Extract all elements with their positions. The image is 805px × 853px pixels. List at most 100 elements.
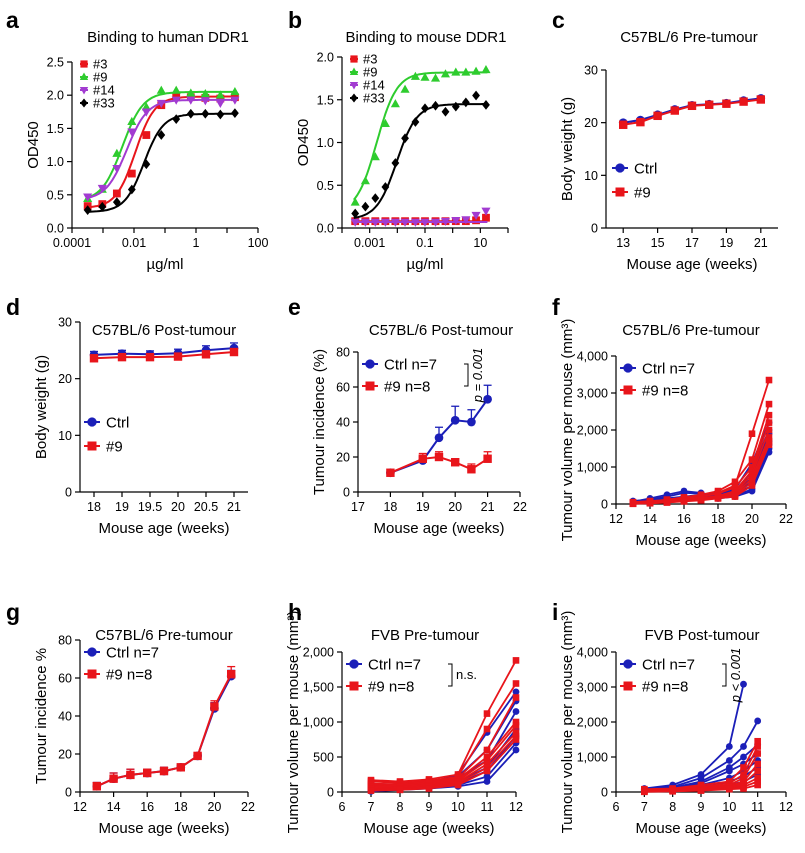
- x-tick-label: 6: [339, 800, 346, 814]
- fit-curve: [86, 112, 237, 213]
- data-point: [186, 96, 196, 105]
- y-tick-label: 0: [343, 486, 350, 500]
- data-point: [410, 71, 420, 80]
- panel-label: a: [6, 7, 19, 33]
- data-point: [117, 352, 127, 362]
- y-tick-label: 0: [601, 786, 608, 800]
- data-point: [451, 458, 460, 467]
- x-tick-label: 12: [509, 800, 523, 814]
- x-axis-label: Mouse age (weeks): [636, 532, 767, 549]
- x-tick-label: 14: [643, 512, 657, 526]
- data-point: [386, 468, 395, 477]
- x-tick-label: 0.01: [122, 236, 146, 250]
- data-point: [450, 415, 460, 425]
- data-point: [714, 495, 722, 502]
- data-point: [420, 72, 430, 81]
- data-point: [481, 207, 491, 216]
- axes: [353, 351, 521, 497]
- y-tick-label: 1,000: [577, 751, 608, 765]
- data-point: [127, 128, 137, 137]
- x-axis-label: Mouse age (weeks): [99, 520, 230, 537]
- legend-marker: [623, 363, 633, 373]
- y-tick-label: 0.5: [317, 179, 334, 193]
- data-point: [441, 106, 450, 117]
- y-tick-label: 0: [601, 498, 608, 512]
- panel-title: C57BL/6 Post-tumour: [92, 322, 236, 339]
- panel-title: FVB Post-tumour: [644, 627, 759, 644]
- data-point: [83, 193, 93, 202]
- x-tick-label: 12: [609, 512, 623, 526]
- data-point: [200, 97, 210, 106]
- series-2: [367, 657, 520, 794]
- data-point: [726, 785, 733, 793]
- legend-marker: [365, 381, 375, 391]
- data-point: [201, 350, 211, 359]
- data-point: [765, 426, 773, 434]
- x-tick-label: 19: [416, 500, 430, 514]
- legend-marker: [87, 441, 97, 451]
- y-tick-label: 1,500: [303, 681, 334, 695]
- data-point: [748, 471, 756, 478]
- x-tick-label: 20: [207, 800, 221, 814]
- legend-marker: [80, 60, 88, 68]
- legend-marker: [87, 417, 97, 427]
- data-point: [483, 778, 491, 785]
- legend: #3#9#14#33: [79, 57, 115, 111]
- data-point: [461, 216, 471, 225]
- panel-label: e: [288, 294, 301, 320]
- data-point: [512, 657, 520, 664]
- panel-title: C57BL/6 Pre-tumour: [622, 322, 760, 339]
- y-tick-label: 20: [58, 748, 72, 762]
- data-point: [765, 419, 773, 426]
- data-point: [756, 95, 765, 104]
- y-tick-label: 1.5: [47, 122, 64, 136]
- data-point: [483, 753, 491, 761]
- x-tick-label: 0.1: [416, 236, 433, 250]
- data-point: [641, 788, 648, 796]
- legend: Ctrl n=7 #9 n=8: [362, 357, 437, 396]
- legend-label: #3: [93, 57, 107, 72]
- data-point: [430, 73, 441, 82]
- data-point: [216, 94, 225, 103]
- panel-c: c C57BL/6 Pre-tumour 0 10 20 30 13 15 17 19 21 Mous…: [552, 7, 778, 273]
- legend: Ctrl #9: [84, 415, 129, 456]
- y-tick-label: 2,000: [303, 646, 334, 660]
- significance-bracket: [722, 663, 727, 687]
- panel-a: a Binding to human DDR1 0.0 0.5 1.0 1.5 2.0 2.5…: [6, 7, 268, 273]
- data-point: [360, 218, 370, 227]
- data-point: [92, 782, 101, 791]
- data-point: [126, 770, 135, 780]
- x-tick-label: 8: [397, 800, 404, 814]
- y-tick-label: 80: [336, 346, 350, 360]
- legend-label: #9: [634, 185, 651, 202]
- data-point: [159, 766, 169, 776]
- data-point: [411, 117, 420, 127]
- data-point: [360, 176, 370, 185]
- data-point: [748, 456, 756, 463]
- data-point: [467, 465, 476, 474]
- data-point: [636, 117, 645, 127]
- data-point: [176, 763, 185, 772]
- legend-label: #9 n=8: [642, 383, 688, 400]
- legend-marker: [349, 82, 359, 90]
- plot-area: [386, 384, 492, 478]
- y-axis-label: Body weight (g): [559, 97, 576, 201]
- x-tick-label: 21: [227, 500, 241, 514]
- data-point: [725, 767, 733, 775]
- series-2: [350, 64, 491, 206]
- data-point: [483, 767, 491, 775]
- y-tick-label: 60: [58, 672, 72, 686]
- y-tick-label: 2.5: [47, 56, 64, 70]
- panel-g: g C57BL/6 Pre-tumour 0 20 40 60 80 12 14 16 18 20 22…: [6, 599, 255, 837]
- legend-marker: [87, 647, 97, 657]
- data-point: [229, 347, 239, 357]
- data-point: [143, 768, 152, 778]
- x-tick-label: 17: [685, 236, 699, 250]
- data-point: [653, 111, 662, 121]
- x-axis-label: Mouse age (weeks): [636, 820, 767, 837]
- data-point: [390, 99, 400, 108]
- data-point: [418, 454, 427, 463]
- data-point: [483, 725, 491, 733]
- data-point: [619, 120, 628, 129]
